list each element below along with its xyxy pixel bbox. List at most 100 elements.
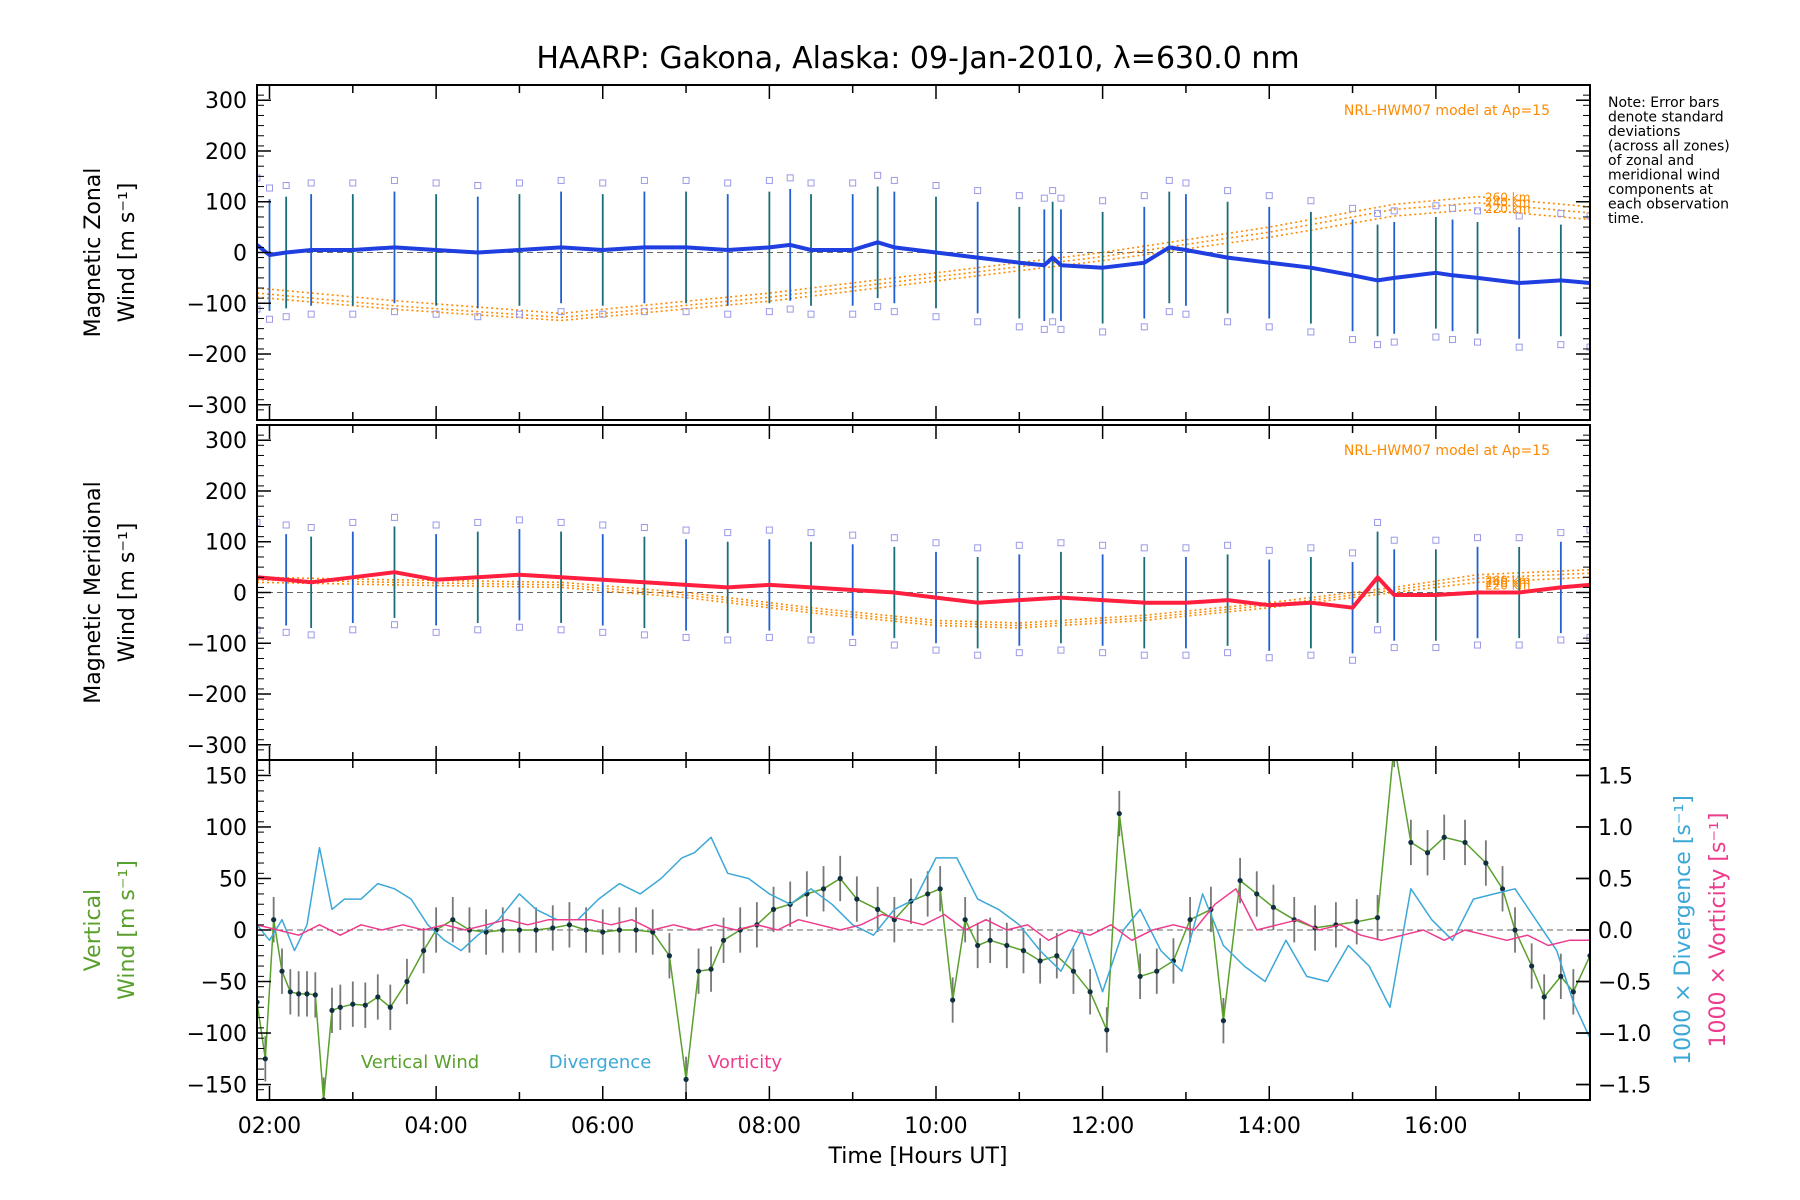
scatter-point xyxy=(1390,644,1398,652)
note-line: deviations xyxy=(1608,124,1680,140)
scatter-point xyxy=(1307,651,1315,659)
x-tick-label: 06:00 xyxy=(571,1114,634,1139)
scatter-point xyxy=(765,633,773,641)
vertical-wind-point xyxy=(1270,904,1277,910)
vertical-wind-point xyxy=(1354,919,1360,925)
scatter-point xyxy=(765,308,773,316)
scatter-point xyxy=(1057,646,1065,654)
scatter-point xyxy=(890,534,898,542)
scatter-point xyxy=(682,176,690,184)
scatter-point xyxy=(1374,341,1382,349)
scatter-point xyxy=(786,305,794,313)
scatter-point xyxy=(1474,338,1482,346)
scatter-point xyxy=(1140,651,1148,659)
model-curve-240-km xyxy=(257,201,1590,319)
model-curve-label: 240 km xyxy=(1485,576,1530,590)
vertical-wind-point xyxy=(1187,917,1193,923)
model-curve-label: 220 km xyxy=(1485,202,1530,216)
scatter-point xyxy=(1140,323,1148,331)
vertical-wind-point xyxy=(500,927,506,933)
model-curve-label: 240 km xyxy=(1485,195,1530,209)
scatter-point xyxy=(1140,544,1148,552)
scatter-point xyxy=(807,179,815,187)
vertical-wind-point xyxy=(683,1076,689,1082)
scatter-point xyxy=(640,524,648,532)
model-curve-220-km xyxy=(257,576,1590,629)
vertical-wind-point xyxy=(770,906,777,912)
vertical-wind-point xyxy=(1570,989,1576,995)
right-y-tick-label: −1.5 xyxy=(1598,1074,1651,1099)
scatter-point xyxy=(474,626,482,634)
vertical-wind-point xyxy=(287,989,293,995)
y-axis-label: Magnetic Zonal xyxy=(81,168,106,338)
scatter-point xyxy=(1182,544,1190,552)
model-curve-label: 220 km xyxy=(1485,579,1530,593)
panel-vertical: −150 −100 −50 0 50 100 150 Vertical Wind [m s⁻¹]… xyxy=(81,759,1731,1101)
scatter-point xyxy=(1349,204,1357,212)
scatter-point xyxy=(557,308,565,316)
y-tick-label: −300 xyxy=(187,734,247,759)
model-curve-260-km xyxy=(257,195,1590,315)
vertical-wind-point xyxy=(1037,958,1043,964)
scatter-point xyxy=(1265,654,1273,662)
scatter-point xyxy=(432,310,440,318)
vertical-wind-point xyxy=(925,891,931,897)
scatter-point xyxy=(932,313,940,321)
scatter-point xyxy=(1432,644,1440,652)
y-tick-label: −100 xyxy=(187,632,247,657)
legend-item: Vorticity xyxy=(708,1052,782,1073)
scatter-point xyxy=(724,179,732,187)
vertical-wind-point xyxy=(1137,973,1143,979)
scatter-point xyxy=(640,176,648,184)
scatter-point xyxy=(282,521,290,529)
scatter-point xyxy=(349,626,357,634)
y-tick-label: 200 xyxy=(205,140,247,165)
vertical-wind-point xyxy=(312,992,318,998)
scatter-point xyxy=(1390,338,1398,346)
vertical-wind-point xyxy=(421,948,427,954)
model-curve-260-km xyxy=(257,568,1590,624)
scatter-point xyxy=(599,310,607,318)
scatter-point xyxy=(599,179,607,187)
scatter-point xyxy=(1374,518,1382,526)
vertical-wind-point xyxy=(1512,927,1518,933)
y-tick-label: −200 xyxy=(187,343,247,368)
y-tick-label: −300 xyxy=(187,394,247,419)
scatter-point xyxy=(432,521,440,529)
vertical-wind-point xyxy=(1254,891,1260,897)
note-line: (across all zones) xyxy=(1608,139,1730,155)
divergence-axis-label: 1000 × Divergence [s⁻¹] xyxy=(1671,795,1696,1065)
scatter-point xyxy=(932,182,940,189)
scatter-point xyxy=(599,521,607,529)
y-tick-label: −100 xyxy=(187,1022,247,1047)
meridional-wind-series xyxy=(257,570,1590,610)
scatter-point xyxy=(1557,529,1565,537)
vertical-wind-point xyxy=(1004,942,1010,949)
scatter-point xyxy=(1015,192,1023,200)
scatter-point xyxy=(1349,656,1357,664)
note-line: components at xyxy=(1608,182,1714,198)
scatter-point xyxy=(724,310,732,318)
y-tick-label: 100 xyxy=(205,816,247,841)
vertical-wind-point xyxy=(820,886,827,892)
scatter-point xyxy=(1557,636,1565,644)
vorticity-axis-label: 1000 × Vorticity [s⁻¹] xyxy=(1706,813,1731,1048)
panel-data-meridional xyxy=(257,513,1590,664)
scatter-point xyxy=(557,626,565,634)
y-axis-label: Wind [m s⁻¹] xyxy=(115,860,140,1000)
y-tick-label: 100 xyxy=(205,531,247,556)
scatter-point xyxy=(1099,197,1107,205)
scatter-point xyxy=(257,626,261,634)
scatter-point xyxy=(849,531,857,539)
vertical-wind-point xyxy=(854,896,860,902)
vertical-wind-point xyxy=(975,942,981,949)
scatter-point xyxy=(1265,546,1273,554)
vertical-wind-point xyxy=(1462,839,1468,846)
model-curve-label: 260 km xyxy=(1485,190,1530,204)
chart-title: HAARP: Gakona, Alaska: 09-Jan-2010, λ=63… xyxy=(536,41,1299,76)
scatter-point xyxy=(1432,536,1440,544)
vertical-wind-point xyxy=(533,927,539,933)
scatter-point xyxy=(874,171,882,179)
scatter-point xyxy=(1099,541,1107,549)
